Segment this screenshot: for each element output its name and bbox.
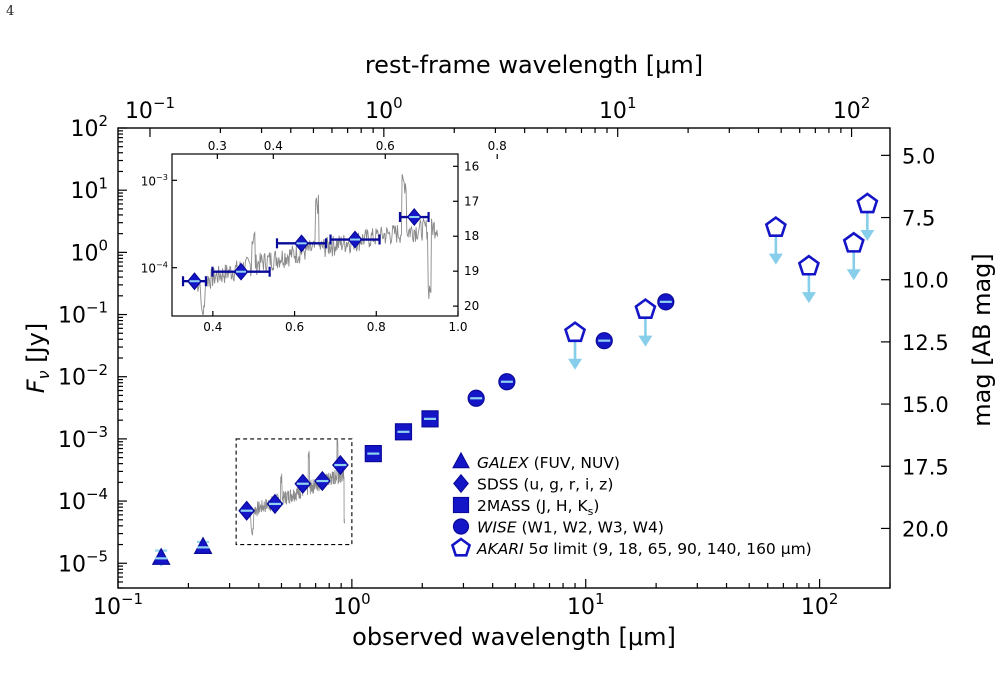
upper-limit-arrowhead: [801, 292, 816, 304]
upper-limit-arrowhead: [568, 358, 583, 370]
right-y-tick-label: 15.0: [902, 393, 949, 417]
y-tick-label: 10−5: [58, 547, 108, 577]
inset-y-tick-label: 10−3: [141, 172, 168, 188]
inset-top-x-tick-label: 0.8: [488, 139, 507, 153]
legend-marker-triangle: [452, 451, 470, 469]
y-axis-title: Fν [Jy]: [22, 323, 53, 393]
top-x-axis-title: rest-frame wavelength [μm]: [365, 51, 703, 79]
main-spectrum-line: [247, 438, 345, 536]
akari-marker: [563, 321, 587, 343]
right-y-tick-label: 17.5: [902, 455, 949, 479]
x-axis-title: observed wavelength [μm]: [352, 623, 676, 651]
inset-right-y-tick-label: 17: [464, 194, 479, 208]
right-y-tick-label: 5.0: [902, 144, 935, 168]
inset-x-tick-label: 0.6: [285, 320, 304, 334]
galex-marker: [193, 536, 213, 554]
legend-marker-circle: [452, 518, 470, 535]
right-y-tick-label: 10.0: [902, 269, 949, 293]
x-tick-label: 102: [801, 590, 839, 620]
y-tick-label: 10−2: [58, 361, 108, 391]
legend-marker-diamond: [453, 473, 469, 494]
inset-x-tick-label: 0.4: [203, 320, 222, 334]
y-tick-label: 101: [70, 174, 108, 204]
upper-limit-arrowhead: [638, 335, 653, 347]
inset-top-x-tick-label: 0.4: [264, 139, 283, 153]
x-tick-label: 10−1: [93, 590, 143, 620]
legend-entry-wise: WISE (W1, W2, W3, W4): [477, 519, 664, 537]
right-y-tick-label: 20.0: [902, 517, 949, 541]
top-x-tick-label: 10−1: [125, 94, 175, 124]
akari-marker: [764, 216, 787, 238]
upper-limit-arrowhead: [860, 229, 875, 241]
akari-marker: [842, 231, 865, 253]
right-y-tick-label: 7.5: [902, 207, 935, 231]
y-tick-label: 10−3: [58, 423, 108, 453]
legend-entry-2mass: 2MASS (J, H, Ks): [477, 497, 599, 518]
y-tick-label: 10−4: [58, 485, 108, 515]
page-number: 4: [6, 4, 15, 19]
inset-right-y-tick-label: 20: [464, 299, 479, 313]
legend-entry-akari: AKARI 5σ limit (9, 18, 65, 90, 140, 160 …: [476, 540, 812, 558]
inset-right-y-tick-label: 19: [464, 264, 479, 278]
legend-marker-pentagon: [450, 537, 472, 557]
top-x-tick-label: 100: [365, 94, 403, 124]
x-tick-label: 101: [567, 590, 605, 620]
legend-entry-sdss: SDSS (u, g, r, i, z): [477, 476, 613, 494]
inset-x-tick-label: 1.0: [448, 320, 467, 334]
inset-spectrum-line: [196, 174, 439, 316]
akari-marker: [634, 298, 657, 320]
inset-top-x-tick-label: 0.3: [208, 139, 227, 153]
akari-marker: [797, 254, 820, 276]
akari-marker: [856, 192, 879, 214]
inset-x-tick-label: 0.8: [367, 320, 386, 334]
right-y-axis-title: mag [AB mag]: [968, 253, 996, 427]
top-x-tick-label: 102: [833, 94, 871, 124]
inset-top-x-tick-label: 0.6: [376, 139, 395, 153]
x-tick-label: 100: [333, 590, 371, 620]
right-y-tick-label: 12.5: [902, 331, 949, 355]
inset-y-tick-label: 10−4: [141, 259, 168, 275]
y-tick-label: 102: [70, 112, 108, 142]
y-tick-label: 100: [70, 236, 108, 266]
inset-panel: 0.4 0.6 0.8 1.0 0.3 0.4 0.6 0.8 10−4 10−3 16 17 18 19…: [141, 139, 507, 334]
legend-entry-galex: GALEX (FUV, NUV): [477, 454, 620, 472]
top-x-tick-label: 101: [599, 94, 637, 124]
upper-limit-arrowhead: [768, 253, 783, 265]
y-tick-label: 10−1: [58, 299, 108, 329]
galex-marker: [151, 547, 171, 565]
zoom-region-box: [235, 438, 353, 546]
inset-right-y-tick-label: 18: [464, 229, 479, 243]
legend-marker-square: [452, 496, 470, 514]
inset-right-y-tick-label: 16: [464, 159, 479, 173]
upper-limit-arrowhead: [846, 269, 861, 281]
